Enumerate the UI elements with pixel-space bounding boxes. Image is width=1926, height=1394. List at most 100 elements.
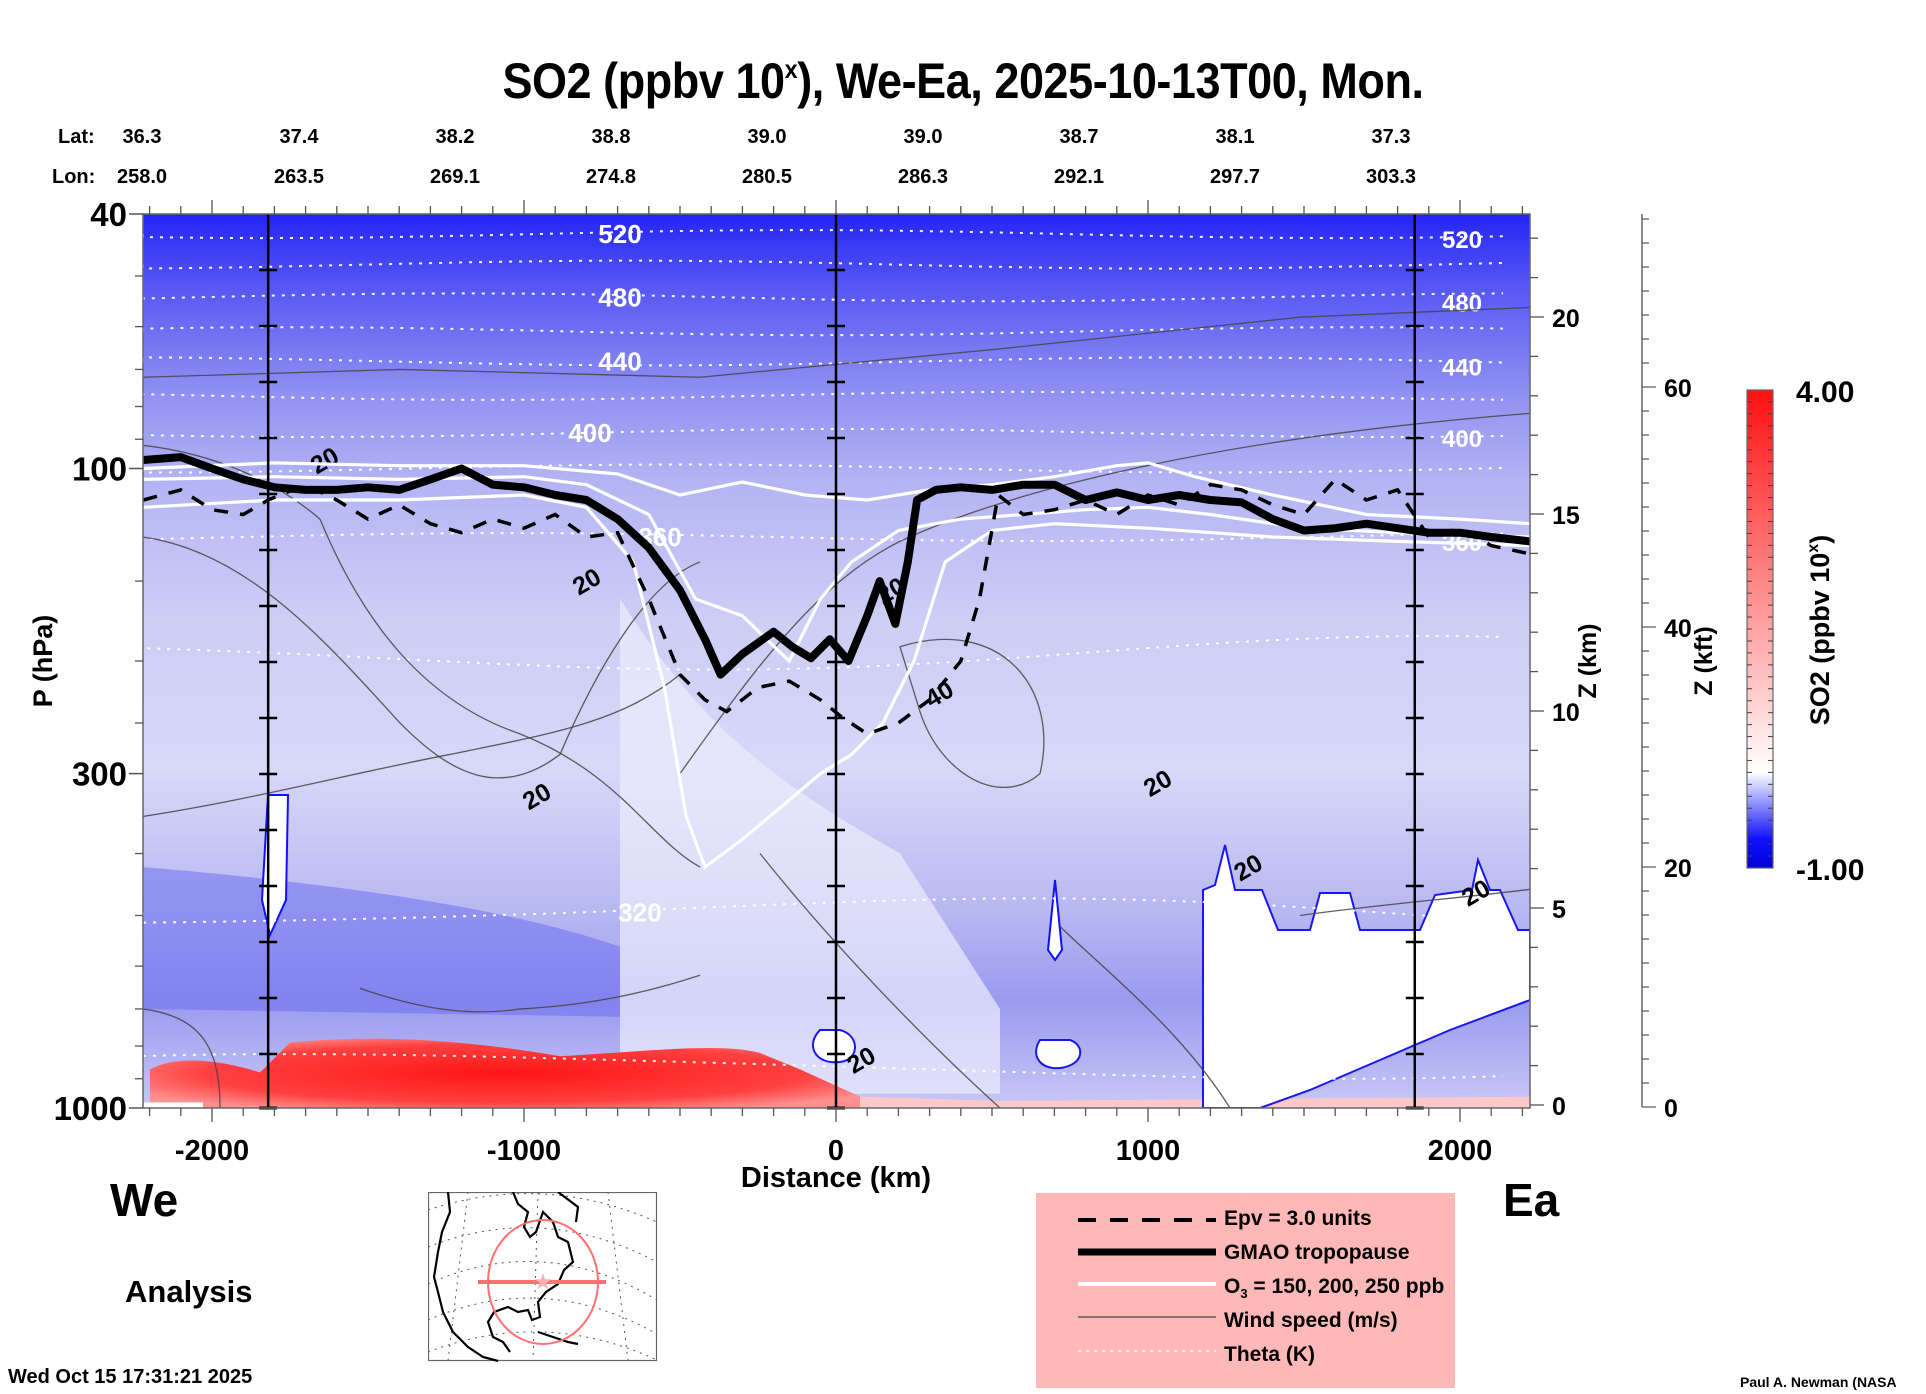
lat-value: 39.0 (903, 126, 943, 148)
theta-line (143, 326, 1504, 337)
y-tick-label: 300 (72, 756, 127, 793)
wind-speed-contour (143, 1008, 221, 1108)
theta-label: 400 (1442, 426, 1482, 453)
wind-speed-contour (759, 853, 1001, 1108)
theta-label: 480 (598, 282, 641, 312)
lat-value: 37.3 (1371, 126, 1411, 148)
lon-value: 280.5 (741, 166, 793, 188)
theta-label: 440 (598, 346, 641, 376)
theta-line (143, 356, 1504, 367)
theta-line (143, 390, 1504, 401)
zkm-tick-label: 5 (1552, 896, 1566, 924)
theta-line (143, 259, 1504, 270)
x-axis-label: Distance (km) (740, 1162, 932, 1194)
wind-speed-contour (1059, 925, 1231, 1108)
wind-speed-contour (359, 974, 701, 1013)
x-tick-label: 1000 (1116, 1135, 1181, 1167)
lat-value: 38.7 (1059, 126, 1099, 148)
x-tick-label: 0 (828, 1135, 844, 1167)
zkm-tick-label: 0 (1552, 1093, 1566, 1121)
zkft-tick-label: 20 (1664, 855, 1692, 883)
lon-value: 303.3 (1365, 166, 1417, 188)
lat-row-label: Lat: (58, 126, 95, 148)
y-tick-label: 1000 (54, 1090, 127, 1127)
legend-label: Theta (K) (1224, 1343, 1315, 1366)
legend-item-wind: Wind speed (m/s) (1036, 1305, 1455, 1337)
wind-speed-contour (899, 638, 1045, 789)
no-data-patch (1046, 879, 1064, 962)
wind-speed-contour (679, 412, 1530, 774)
theta-label: 440 (1442, 354, 1482, 381)
track-overlay: ★ (478, 1219, 606, 1345)
theta-line (143, 897, 1504, 924)
colorbar-label: SO2 (ppbv 10x) (1805, 535, 1835, 725)
theta-label: 320 (618, 898, 661, 928)
wind-speed-contour (143, 674, 681, 818)
y-axis-label: P (hPa) (28, 615, 58, 708)
lat-value: 39.0 (747, 126, 787, 148)
lon-value: 263.5 (273, 166, 325, 188)
zkm-tick-label: 10 (1552, 699, 1580, 727)
chart-title: SO2 (ppbv 10x), We-Ea, 2025-10-13T00, Mo… (502, 53, 1424, 109)
lat-value: 38.8 (591, 126, 631, 148)
zkm-tick-label: 20 (1552, 305, 1580, 333)
theta-label: 400 (568, 418, 611, 448)
colorbar-max-label: 4.00 (1796, 376, 1854, 409)
credit-label: Paul A. Newman (NASA (1740, 1374, 1897, 1390)
colorbar: 4.00 -1.00 SO2 (ppbv 10x) (1746, 376, 1864, 887)
legend-item-epv: Epv = 3.0 units (1036, 1203, 1455, 1235)
lat-value: 36.3 (122, 126, 162, 148)
lat-value: 38.2 (435, 126, 475, 148)
wind-speed-contour (1299, 888, 1530, 917)
center-star-icon: ★ (533, 1269, 553, 1294)
timestamp: Wed Oct 15 17:31:21 2025 (8, 1366, 253, 1388)
so2-low-region (620, 599, 1000, 1094)
theta-line (143, 1053, 1504, 1080)
ozone-contour (143, 493, 1530, 870)
legend-item-tropopause: GMAO tropopause (1036, 1237, 1455, 1269)
so2-high-region (150, 1038, 860, 1108)
lon-value: 297.7 (1209, 166, 1261, 188)
lon-value: 258.0 (116, 166, 168, 188)
no-data-patch (1035, 1039, 1082, 1070)
theta-label: 520 (1442, 227, 1482, 254)
x-tick-label: -1000 (487, 1135, 561, 1167)
theta-label: 520 (598, 219, 641, 249)
legend-label: GMAO tropopause (1224, 1241, 1410, 1264)
lon-value: 269.1 (429, 166, 481, 188)
legend-label: Wind speed (m/s) (1224, 1309, 1398, 1332)
colorbar-min-label: -1.00 (1796, 854, 1864, 887)
x-tick-label: 2000 (1428, 1135, 1493, 1167)
epv-contour (143, 477, 1530, 736)
theta-line (143, 532, 1504, 542)
x-tick-label: -2000 (175, 1135, 249, 1167)
lon-value: 286.3 (897, 166, 949, 188)
tropopause-line (143, 453, 1530, 679)
lat-value: 38.1 (1215, 126, 1255, 148)
lon-value: 274.8 (585, 166, 637, 188)
theta-label: 320 (1442, 906, 1482, 933)
zkft-axis-label: Z (kft) (1690, 626, 1718, 695)
wind-speed-contour (143, 306, 1530, 378)
legend-label: O3 = 150, 200, 250 ppb (1224, 1275, 1445, 1302)
no-data-patch (1202, 844, 1530, 1108)
theta-label: 480 (1442, 290, 1482, 317)
zkft-tick-label: 40 (1664, 615, 1692, 643)
no-data-patch (143, 1102, 203, 1108)
inset-map: ★ (428, 1192, 658, 1362)
west-label: We (110, 1174, 179, 1226)
zkft-tick-label: 60 (1664, 375, 1692, 403)
y-tick-label: 40 (90, 196, 127, 233)
zkm-tick-label: 15 (1552, 502, 1580, 530)
wind-speed-contour (143, 536, 701, 779)
legend: Epv = 3.0 units GMAO tropopause O3 = 150… (1036, 1193, 1455, 1388)
zkft-tick-label: 0 (1664, 1095, 1678, 1123)
lat-value: 37.4 (279, 126, 319, 148)
theta-line (143, 428, 1504, 439)
analysis-label: Analysis (125, 1274, 253, 1309)
theta-line (143, 463, 1504, 474)
axes: -2000 -1000 0 1000 2000 40 10 0 300 1000 P (hPa) 0 5… (28, 196, 1718, 1167)
lon-value: 292.1 (1053, 166, 1105, 188)
east-label: Ea (1503, 1174, 1560, 1226)
